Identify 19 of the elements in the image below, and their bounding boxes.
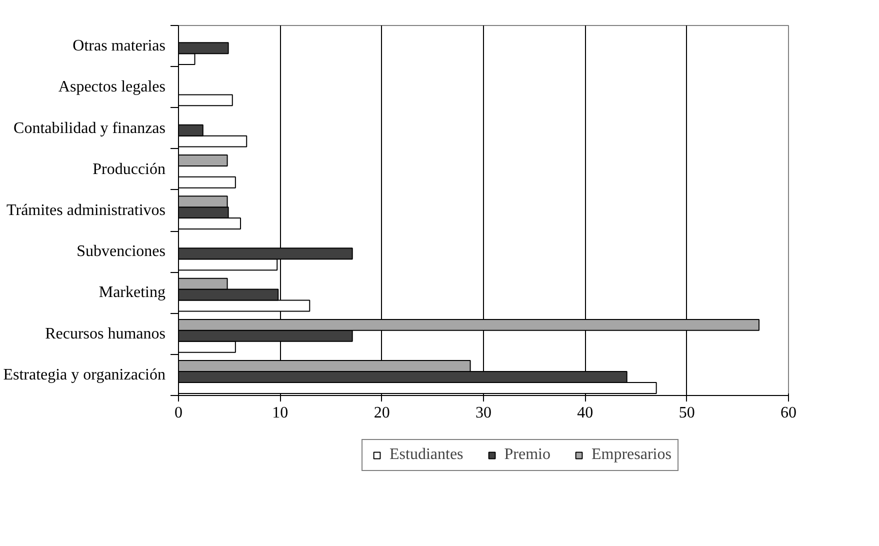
y-tick-label: Producción: [92, 160, 166, 178]
y-tick-label: Contabilidad y finanzas: [14, 120, 166, 137]
x-tick-label: 20: [374, 404, 390, 422]
y-tick-label: Aspectos legales: [58, 78, 166, 96]
y-tick-label: Estrategia y organización: [3, 366, 166, 384]
x-tick-label: 40: [577, 404, 594, 422]
y-tick-label: Otras materias: [72, 38, 166, 55]
x-tick-label: 30: [476, 404, 492, 422]
legend-label: Estudiantes: [390, 446, 464, 464]
x-tick-label: 0: [174, 404, 182, 422]
x-tick-label: 50: [678, 404, 695, 422]
legend-label: Premio: [504, 446, 550, 464]
y-tick-label: Subvenciones: [76, 243, 166, 260]
legend-label: Empresarios: [592, 446, 672, 464]
x-tick-label: 60: [780, 404, 796, 422]
y-tick-label: Trámites administrativos: [6, 202, 166, 219]
x-tick-label: 10: [272, 404, 288, 422]
y-tick-label: Marketing: [98, 284, 166, 302]
y-tick-label: Recursos humanos: [45, 325, 166, 342]
